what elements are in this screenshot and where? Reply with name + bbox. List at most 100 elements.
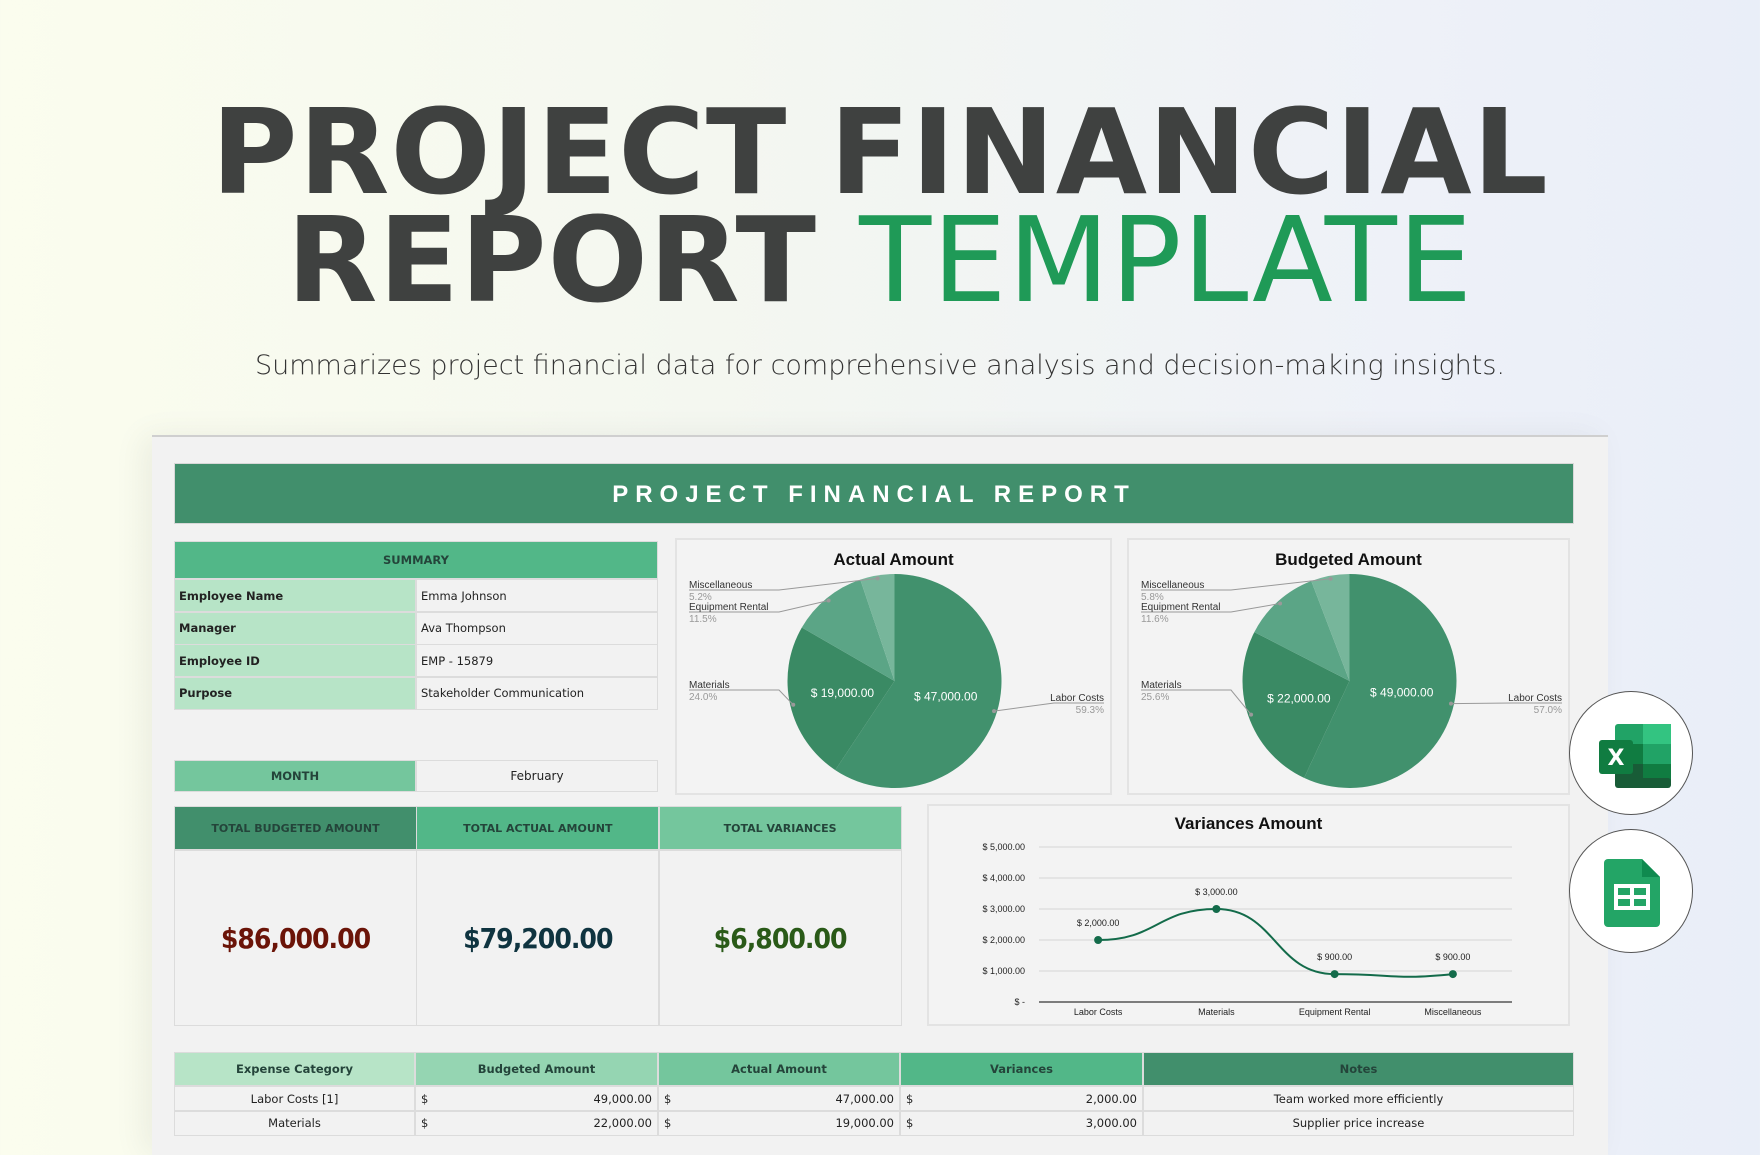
leader-line <box>689 689 794 706</box>
budgeted-cell[interactable]: $22,000.00 <box>415 1110 658 1136</box>
notes-cell[interactable]: Team worked more efficiently <box>1143 1086 1574 1111</box>
total-header: TOTAL VARIANCES <box>658 806 902 850</box>
summary-value[interactable]: EMP - 15879 <box>416 644 658 677</box>
slice-percent: 24.0% <box>689 692 717 703</box>
x-tick-label: Miscellaneous <box>1424 1007 1482 1017</box>
budgeted-cell[interactable]: $49,000.00 <box>415 1086 658 1111</box>
summary-value[interactable]: Stakeholder Communication <box>416 676 658 710</box>
data-label: $ 900.00 <box>1435 952 1470 962</box>
x-tick-label: Materials <box>1198 1007 1235 1017</box>
data-point[interactable] <box>1448 970 1457 979</box>
variances-line-svg: $ - $ 1,000.00 $ 2,000.00 $ 3,000.00 $ 4,000… <box>982 842 1512 1017</box>
pie-slice[interactable] <box>1254 581 1350 681</box>
y-tick-label: $ 2,000.00 <box>982 935 1025 945</box>
slice-percent: 5.8% <box>1141 592 1164 603</box>
leader-line <box>1451 702 1562 705</box>
category-cell[interactable]: Materials <box>174 1110 415 1136</box>
total-value: $6,800.00 <box>658 850 902 1026</box>
amount: 49,000.00 <box>593 1091 652 1106</box>
y-tick-label: $ - <box>1014 997 1025 1007</box>
total-header: TOTAL BUDGETED AMOUNT <box>174 806 417 850</box>
currency-symbol: $ <box>906 1116 914 1130</box>
leader-line <box>1141 603 1281 613</box>
notes-cell[interactable]: Supplier price increase <box>1143 1110 1574 1136</box>
currency-symbol: $ <box>664 1091 672 1106</box>
slice-value-label: $ 47,000.00 <box>914 689 978 703</box>
actual-amount-chart: Actual Amount Labor Costs 59.3% Materials 2… <box>675 538 1112 795</box>
leader-dot <box>826 598 831 603</box>
month-label: MONTH <box>174 760 416 792</box>
leader-dot <box>1249 712 1254 717</box>
excel-button[interactable]: X <box>1569 691 1693 815</box>
summary-value[interactable]: Emma Johnson <box>416 579 658 612</box>
currency-symbol: $ <box>906 1091 914 1106</box>
pie-slice[interactable] <box>835 574 1002 788</box>
slice-percent: 59.3% <box>1076 705 1104 716</box>
title-accent-part: TEMPLATE <box>859 191 1474 329</box>
y-tick-label: $ 3,000.00 <box>982 904 1025 914</box>
pie-slice[interactable] <box>801 579 895 681</box>
y-tick-label: $ 1,000.00 <box>982 966 1025 976</box>
leader-line <box>689 600 829 613</box>
variances-amount-chart: Variances Amount $ - $ 1,000.00 $ 2,000.00… <box>927 804 1570 1026</box>
leader-dot <box>791 702 796 707</box>
table-header: Budgeted Amount <box>415 1052 658 1086</box>
total-value: $86,000.00 <box>174 850 417 1026</box>
variance-cell[interactable]: $2,000.00 <box>900 1086 1143 1111</box>
series-line <box>1098 907 1453 978</box>
chart-title: Actual Amount <box>833 550 954 569</box>
pie-slice[interactable] <box>1311 574 1350 681</box>
slice-label: Miscellaneous <box>689 580 752 591</box>
actual-cell[interactable]: $19,000.00 <box>658 1110 900 1136</box>
x-tick-label: Equipment Rental <box>1299 1007 1371 1017</box>
slice-label: Labor Costs <box>1050 693 1104 704</box>
summary-label: Employee ID <box>174 644 416 677</box>
currency-symbol: $ <box>421 1116 429 1130</box>
variance-cell[interactable]: $3,000.00 <box>900 1110 1143 1136</box>
slice-value-label: $ 22,000.00 <box>1267 691 1331 705</box>
slice-label: Materials <box>1141 680 1182 691</box>
chart-title: Variances Amount <box>1174 814 1323 833</box>
category-cell[interactable]: Labor Costs [1] <box>174 1086 415 1111</box>
summary-label: Manager <box>174 611 416 645</box>
leader-line <box>993 702 1104 712</box>
data-point[interactable] <box>1212 905 1221 913</box>
actual-cell[interactable]: $47,000.00 <box>658 1086 900 1111</box>
slice-label: Equipment Rental <box>689 602 769 613</box>
table-header: Actual Amount <box>658 1052 900 1086</box>
leader-dot <box>875 576 880 581</box>
data-label: $ 2,000.00 <box>1077 918 1120 928</box>
google-sheets-icon <box>1604 859 1660 927</box>
currency-symbol: $ <box>664 1116 672 1130</box>
pie-slice[interactable] <box>787 627 895 771</box>
slice-value-label: $ 49,000.00 <box>1370 686 1434 700</box>
chart-title: Budgeted Amount <box>1275 550 1422 569</box>
data-point[interactable] <box>1094 936 1103 944</box>
month-value[interactable]: February <box>416 760 658 792</box>
summary-header: SUMMARY <box>174 541 658 579</box>
google-sheets-button[interactable] <box>1569 829 1693 953</box>
slice-value-label: $ 19,000.00 <box>811 686 875 700</box>
table-header: Variances <box>900 1052 1143 1086</box>
total-value: $79,200.00 <box>416 850 660 1026</box>
hero-subtitle: Summarizes project financial data for co… <box>254 350 1505 381</box>
data-point[interactable] <box>1330 970 1339 979</box>
leader-line <box>689 577 878 591</box>
hero-title-line1: PROJECT FINANCIAL <box>211 83 1549 221</box>
amount: 3,000.00 <box>1085 1116 1137 1130</box>
summary-value[interactable]: Ava Thompson <box>416 611 658 645</box>
slice-percent: 11.6% <box>1141 614 1169 625</box>
pie-slice[interactable] <box>860 574 895 681</box>
pie-slice[interactable] <box>1242 632 1350 778</box>
pie-slice[interactable] <box>1304 574 1457 788</box>
slice-percent: 25.6% <box>1141 692 1169 703</box>
hero-title-line2: REPORT TEMPLATE <box>0 200 1760 320</box>
report-header: PROJECT FINANCIAL REPORT <box>174 463 1574 524</box>
slice-label: Equipment Rental <box>1141 602 1221 613</box>
summary-label: Purpose <box>174 676 416 710</box>
amount: 22,000.00 <box>593 1116 652 1130</box>
amount: 19,000.00 <box>835 1116 894 1130</box>
table-header: Expense Category <box>174 1052 415 1086</box>
